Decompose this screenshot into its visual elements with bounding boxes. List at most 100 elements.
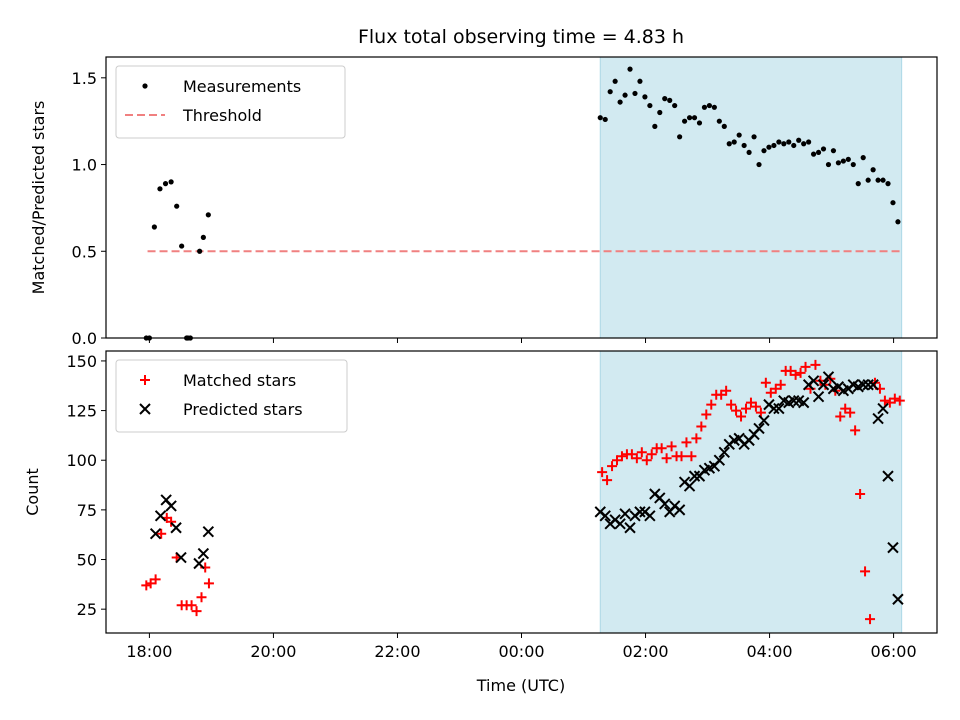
data-point — [168, 179, 174, 185]
data-point — [721, 385, 732, 396]
data-point — [614, 518, 626, 530]
data-point — [631, 453, 642, 464]
data-point — [756, 161, 762, 168]
data-point — [701, 409, 712, 420]
data-point — [202, 526, 215, 538]
data-point — [196, 592, 207, 603]
data-point — [795, 367, 806, 378]
data-point — [691, 433, 702, 444]
data-point — [636, 447, 647, 458]
y-tick-label: 25 — [77, 600, 97, 619]
data-point — [736, 411, 747, 422]
data-point — [817, 379, 830, 391]
data-point — [820, 146, 827, 152]
data-point — [768, 402, 780, 415]
data-point — [197, 248, 203, 254]
legend-marker — [142, 83, 148, 89]
data-point — [602, 475, 613, 486]
y-axis-label: Count — [23, 468, 42, 516]
y-tick-label: 0.5 — [72, 242, 97, 261]
x-tick-label: 02:00 — [622, 642, 668, 661]
data-point — [771, 142, 777, 149]
legend-label: Measurements — [183, 77, 301, 96]
data-point — [775, 379, 786, 390]
data-point — [726, 399, 737, 410]
data-point — [815, 149, 822, 156]
data-point — [797, 396, 810, 409]
x-tick-label: 18:00 — [126, 642, 172, 661]
data-point — [677, 134, 683, 140]
data-point — [877, 402, 889, 415]
data-point — [872, 412, 884, 425]
data-point — [791, 142, 797, 149]
data-point — [656, 443, 667, 454]
x-tick-label: 00:00 — [498, 642, 544, 661]
data-point — [867, 379, 879, 391]
series-measurements — [143, 66, 901, 341]
data-point — [850, 425, 861, 436]
data-point — [634, 506, 646, 518]
x-tick-label: 04:00 — [747, 642, 793, 661]
data-point — [647, 102, 653, 109]
data-point — [840, 158, 846, 164]
data-point — [701, 104, 708, 110]
x-tick-label: 22:00 — [374, 642, 420, 661]
data-point — [597, 467, 608, 478]
x-axis-label: Time (UTC) — [476, 676, 565, 695]
data-point — [766, 144, 772, 150]
data-point — [599, 510, 611, 522]
data-point — [835, 160, 841, 166]
data-point — [788, 394, 800, 407]
data-point — [661, 453, 672, 464]
data-point — [880, 177, 886, 183]
data-point — [696, 421, 707, 432]
data-point — [860, 566, 871, 577]
data-point — [683, 480, 696, 492]
data-point — [696, 120, 703, 126]
data-point — [646, 449, 657, 460]
data-point — [885, 181, 891, 187]
chart-title: Flux total observing time = 4.83 h — [358, 26, 684, 48]
data-point — [200, 234, 206, 240]
data-point — [825, 161, 832, 168]
data-point — [617, 99, 623, 105]
data-point — [666, 441, 677, 452]
data-point — [882, 470, 894, 482]
data-point — [641, 455, 652, 466]
data-point — [672, 102, 678, 109]
data-point — [740, 403, 751, 414]
series-predicted-stars — [149, 371, 904, 605]
data-point — [758, 414, 770, 427]
data-point — [741, 142, 747, 149]
data-point — [193, 557, 205, 570]
data-point — [612, 78, 618, 84]
data-point — [845, 407, 856, 418]
data-point — [642, 94, 648, 100]
data-point — [716, 118, 722, 124]
data-point — [150, 574, 161, 585]
data-point — [890, 200, 896, 206]
data-point — [755, 407, 766, 418]
data-point — [773, 402, 785, 415]
y-tick-label: 150 — [66, 352, 97, 371]
legend-marker — [139, 403, 151, 415]
data-point — [686, 115, 693, 121]
data-point — [746, 149, 752, 156]
data-point — [894, 395, 905, 406]
data-point — [726, 141, 732, 147]
data-point — [806, 139, 812, 145]
data-point — [652, 123, 658, 129]
data-point — [855, 181, 861, 187]
data-point — [850, 161, 856, 168]
data-point — [662, 96, 668, 102]
legend: Measurements Threshold — [115, 65, 346, 139]
data-point — [688, 470, 701, 482]
data-point — [151, 224, 157, 230]
data-point — [845, 156, 851, 162]
legend-label: Matched stars — [183, 371, 296, 390]
data-point — [835, 411, 846, 422]
y-tick-label: 0.0 — [72, 329, 97, 348]
data-point — [686, 451, 697, 462]
data-point — [731, 405, 742, 416]
